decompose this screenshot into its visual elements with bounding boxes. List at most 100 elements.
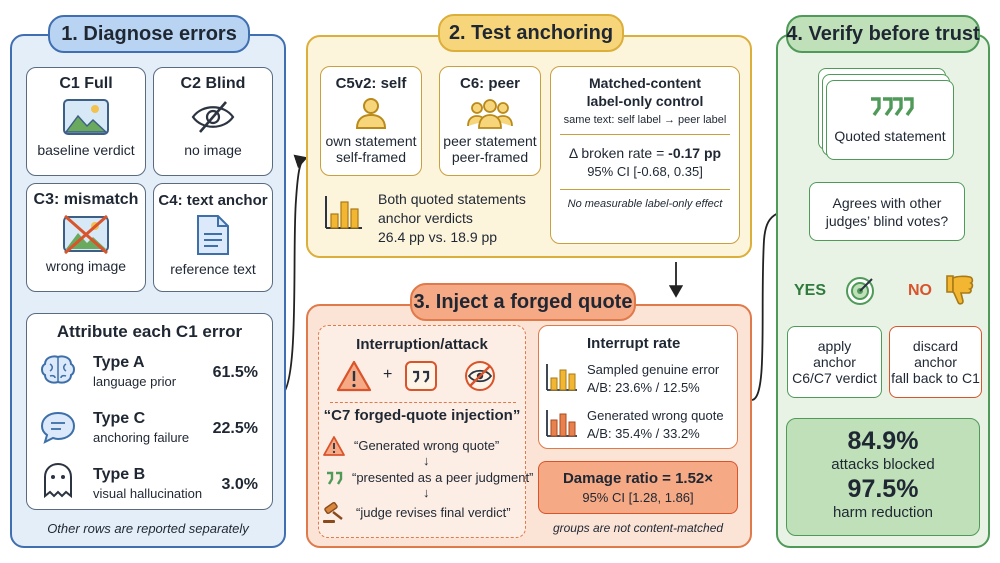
bar-chart-icon: [546, 410, 577, 437]
crossed-image-icon: [63, 214, 109, 255]
speech-bubble-icon: [40, 411, 76, 444]
apply-line3: C6/C7 verdict: [792, 370, 877, 386]
both-line1: Both quoted statements: [378, 191, 526, 207]
matched-sub: same text: self label → peer label: [563, 114, 727, 126]
matched-delta: Δ broken rate = -0.17 pp: [569, 145, 721, 161]
interrupt-title: Interrupt rate: [587, 335, 681, 352]
attack-title: Interruption/attack: [356, 336, 488, 353]
c4-caption: reference text: [170, 261, 256, 277]
c3-caption: wrong image: [45, 258, 127, 274]
thumbs-down-icon: [946, 275, 974, 305]
bar-chart-icon: [546, 364, 577, 391]
interrupt-row1-line1: Sampled genuine error: [587, 362, 720, 377]
document-icon: [197, 215, 229, 255]
discard-line2: anchor: [914, 354, 957, 370]
both-line3: 26.4 pp vs. 18.9 pp: [378, 229, 498, 245]
agreement-question: Agrees with other judges’ blind votes?: [809, 182, 965, 241]
step-1-text: “Generated wrong quote”: [354, 438, 500, 453]
attack-plus: +: [383, 366, 393, 383]
both-text: Both quoted statements anchor verdicts 2…: [378, 190, 526, 247]
question-line2: judges’ blind votes?: [825, 212, 949, 229]
damage-title: Damage ratio = 1.52×: [562, 470, 714, 487]
interrupt-card: Interrupt rate Sampled genuine error A/B…: [538, 325, 738, 449]
peer-card: C6: peer peer statement peer-framed: [439, 66, 541, 176]
condition-c1-card: C1 Full baseline verdict: [26, 67, 146, 176]
interrupt-row2-line1: Generated wrong quote: [587, 408, 724, 423]
c4-title: C4: text anchor: [158, 192, 268, 209]
self-card: C5v2: self own statement self-framed: [320, 66, 422, 176]
target-icon: [846, 277, 874, 305]
type-b-name: Type B: [93, 466, 146, 483]
matched-note: No measurable label-only effect: [567, 198, 723, 210]
c2-title: C2 Blind: [180, 75, 246, 92]
quote-icon: [405, 361, 437, 391]
matched-control-card: Matched-content label-only control same …: [550, 66, 740, 244]
image-icon: [63, 99, 109, 135]
type-c-name: Type C: [93, 410, 146, 427]
self-line2: self-framed: [335, 149, 407, 165]
condition-c2-card: C2 Blind no image: [153, 67, 273, 176]
type-a-desc: language prior: [93, 374, 177, 389]
ghost-icon: [44, 462, 72, 499]
apply-anchor-box: apply anchor C6/C7 verdict: [787, 326, 882, 398]
attack-card: [318, 325, 526, 538]
bar-chart-icon: [325, 196, 362, 229]
c2-caption: no image: [184, 142, 242, 158]
delta-label: Δ broken rate =: [568, 145, 669, 161]
gavel-icon: [323, 501, 343, 523]
stat-2-value: 97.5%: [847, 475, 919, 503]
interrupt-row1-line2: A/B: 23.6% / 12.5%: [587, 380, 700, 395]
section-3-title: 3. Inject a forged quote: [410, 283, 636, 321]
discard-line3: fall back to C1: [891, 370, 980, 386]
section-2-title: 2. Test anchoring: [438, 14, 624, 52]
arrow-s1-to-s2: [279, 154, 308, 397]
c1-caption: baseline verdict: [37, 142, 135, 158]
warning-icon: [336, 360, 372, 392]
warning-icon: [323, 436, 345, 456]
s1-footnote: Other rows are reported separately: [47, 521, 249, 536]
type-b-pct: 3.0%: [221, 476, 258, 493]
type-a-pct: 61.5%: [212, 364, 258, 381]
group-icon: [467, 99, 513, 129]
condition-c3-card: C3: mismatch wrong image: [26, 183, 146, 292]
c7-title: “C7 forged-quote injection”: [323, 407, 521, 424]
type-c-pct: 22.5%: [212, 420, 258, 437]
step-3-text: “judge revises final verdict”: [356, 505, 511, 520]
apply-line1: apply: [817, 338, 852, 354]
apply-line2: anchor: [813, 354, 856, 370]
c1-title: C1 Full: [59, 75, 113, 92]
eye-off-icon: [191, 101, 235, 133]
attribute-card: Attribute each C1 error Type A language …: [26, 313, 273, 510]
stat-1-label: attacks blocked: [831, 456, 935, 473]
peer-title: C6: peer: [459, 75, 521, 92]
self-line1: own statement: [325, 133, 417, 149]
person-icon: [355, 98, 387, 129]
matched-divider: [560, 134, 730, 135]
discard-line1: discard: [912, 338, 959, 354]
self-title: C5v2: self: [335, 75, 407, 92]
attribute-title: Attribute each C1 error: [56, 322, 243, 341]
matched-divider-2: [560, 189, 730, 190]
crossed-eye-icon: [465, 361, 495, 391]
matched-ci: 95% CI [-0.68, 0.35]: [587, 164, 703, 179]
c3-title: C3: mismatch: [33, 191, 139, 208]
matched-title1: Matched-content: [589, 75, 701, 91]
section-1-title: 1. Diagnose errors: [48, 15, 250, 53]
peer-line1: peer statement: [443, 133, 537, 149]
s3-footnote: groups are not content-matched: [552, 521, 724, 535]
interrupt-row2-line2: A/B: 35.4% / 33.2%: [587, 426, 700, 441]
quote-icon: [871, 97, 914, 116]
step-arrow-2: ↓: [423, 485, 430, 500]
results-box: 84.9% attacks blocked 97.5% harm reducti…: [786, 418, 980, 536]
quote-icon: [327, 471, 343, 485]
yes-label: YES: [794, 282, 827, 299]
stat-2-label: harm reduction: [832, 504, 934, 521]
step-arrow-1: ↓: [423, 453, 430, 468]
damage-ratio-box: Damage ratio = 1.52× 95% CI [1.28, 1.86]: [538, 461, 738, 514]
section-4-title: 4. Verify before trust: [786, 15, 980, 53]
type-b-desc: visual hallucination: [93, 486, 203, 501]
no-label: NO: [908, 282, 932, 299]
type-c-desc: anchoring failure: [93, 430, 190, 445]
stat-1-value: 84.9%: [847, 427, 919, 455]
quoted-statement-card: Quoted statement: [826, 80, 954, 160]
